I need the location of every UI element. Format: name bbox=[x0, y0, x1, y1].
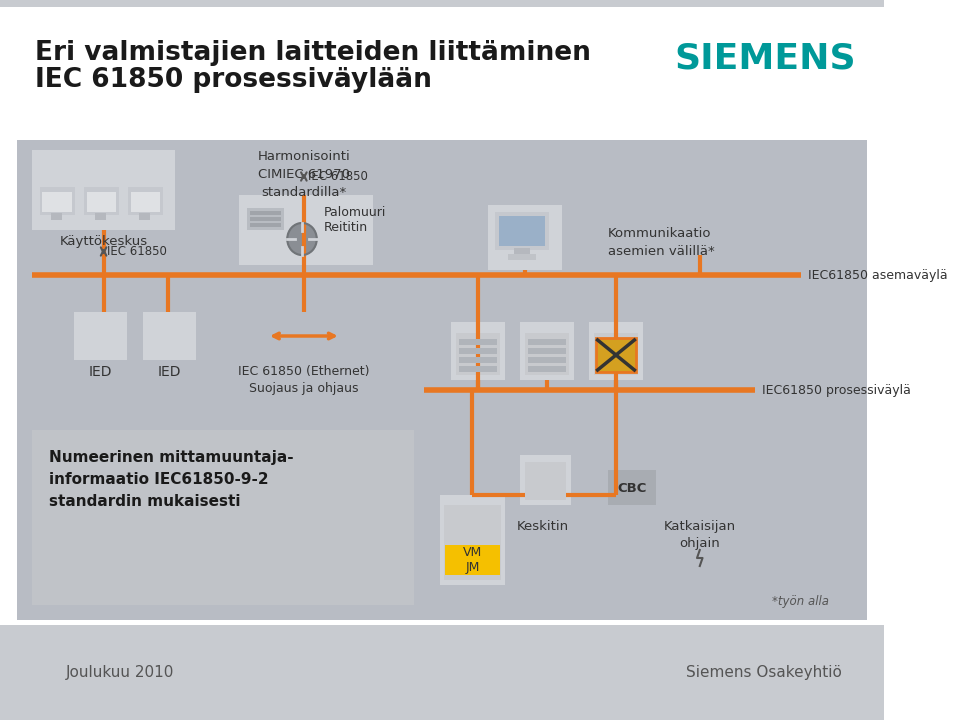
FancyBboxPatch shape bbox=[33, 430, 415, 605]
Text: Kommunikaatio
asemien välillä*: Kommunikaatio asemien välillä* bbox=[608, 227, 714, 258]
FancyBboxPatch shape bbox=[528, 366, 566, 372]
FancyBboxPatch shape bbox=[86, 192, 116, 212]
Text: IEC 61850 prosessiväylään: IEC 61850 prosessiväylään bbox=[35, 67, 432, 93]
Text: Harmonisointi
CIMIEC 61970
standardilla*: Harmonisointi CIMIEC 61970 standardilla* bbox=[257, 150, 350, 199]
FancyBboxPatch shape bbox=[499, 216, 545, 246]
FancyBboxPatch shape bbox=[95, 213, 106, 220]
Circle shape bbox=[287, 223, 317, 255]
FancyBboxPatch shape bbox=[525, 333, 569, 375]
FancyBboxPatch shape bbox=[250, 223, 281, 227]
FancyBboxPatch shape bbox=[596, 338, 636, 372]
FancyBboxPatch shape bbox=[39, 187, 75, 215]
FancyBboxPatch shape bbox=[247, 208, 283, 230]
FancyBboxPatch shape bbox=[608, 470, 656, 505]
FancyBboxPatch shape bbox=[528, 339, 566, 345]
Text: IED: IED bbox=[88, 365, 112, 379]
FancyBboxPatch shape bbox=[239, 195, 372, 265]
FancyBboxPatch shape bbox=[250, 217, 281, 221]
Text: IEC 61850: IEC 61850 bbox=[108, 245, 167, 258]
FancyBboxPatch shape bbox=[528, 357, 566, 363]
FancyBboxPatch shape bbox=[459, 348, 497, 354]
Text: Käyttökeskus: Käyttökeskus bbox=[60, 235, 148, 248]
Text: IEC61850 asemaväylä: IEC61850 asemaväylä bbox=[808, 269, 948, 282]
Text: Siemens Osakeyhtiö: Siemens Osakeyhtiö bbox=[686, 665, 842, 680]
FancyBboxPatch shape bbox=[525, 462, 566, 500]
FancyBboxPatch shape bbox=[33, 150, 175, 230]
Text: IEC 61850: IEC 61850 bbox=[307, 169, 368, 182]
FancyBboxPatch shape bbox=[51, 213, 61, 220]
Text: Reititin: Reititin bbox=[324, 220, 369, 233]
Text: VM
JM: VM JM bbox=[463, 546, 482, 574]
Text: *työn alla: *työn alla bbox=[772, 595, 828, 608]
FancyBboxPatch shape bbox=[514, 248, 530, 256]
FancyBboxPatch shape bbox=[84, 187, 119, 215]
FancyBboxPatch shape bbox=[520, 322, 574, 380]
FancyBboxPatch shape bbox=[0, 0, 884, 130]
FancyBboxPatch shape bbox=[444, 545, 500, 575]
FancyBboxPatch shape bbox=[250, 211, 281, 215]
Text: IEC 61850 (Ethernet)
Suojaus ja ohjaus: IEC 61850 (Ethernet) Suojaus ja ohjaus bbox=[238, 365, 370, 395]
Text: Numeerinen mittamuuntaja-
informaatio IEC61850-9-2
standardin mukaisesti: Numeerinen mittamuuntaja- informaatio IE… bbox=[49, 450, 294, 510]
FancyBboxPatch shape bbox=[0, 0, 884, 7]
FancyBboxPatch shape bbox=[451, 322, 505, 380]
Text: Katkaisijan
ohjain: Katkaisijan ohjain bbox=[663, 520, 735, 550]
FancyBboxPatch shape bbox=[508, 254, 536, 260]
FancyBboxPatch shape bbox=[459, 357, 497, 363]
FancyBboxPatch shape bbox=[459, 366, 497, 372]
Text: Joulukuu 2010: Joulukuu 2010 bbox=[65, 665, 174, 680]
FancyBboxPatch shape bbox=[495, 212, 549, 250]
FancyBboxPatch shape bbox=[74, 312, 127, 360]
FancyBboxPatch shape bbox=[444, 505, 501, 580]
FancyBboxPatch shape bbox=[440, 495, 505, 585]
FancyBboxPatch shape bbox=[459, 339, 497, 345]
FancyBboxPatch shape bbox=[42, 192, 72, 212]
Text: Keskitin: Keskitin bbox=[517, 520, 569, 533]
FancyBboxPatch shape bbox=[143, 312, 196, 360]
Text: IED: IED bbox=[157, 365, 181, 379]
FancyBboxPatch shape bbox=[128, 187, 163, 215]
FancyBboxPatch shape bbox=[16, 140, 867, 620]
Text: Palomuuri: Palomuuri bbox=[324, 205, 387, 218]
Text: CBC: CBC bbox=[617, 482, 646, 495]
FancyBboxPatch shape bbox=[594, 333, 638, 375]
Text: IEC61850 prosessiväylä: IEC61850 prosessiväylä bbox=[762, 384, 911, 397]
FancyBboxPatch shape bbox=[131, 192, 160, 212]
FancyBboxPatch shape bbox=[488, 205, 562, 270]
FancyBboxPatch shape bbox=[520, 455, 571, 505]
FancyBboxPatch shape bbox=[528, 348, 566, 354]
FancyBboxPatch shape bbox=[0, 625, 884, 720]
FancyBboxPatch shape bbox=[589, 322, 642, 380]
Text: SIEMENS: SIEMENS bbox=[675, 41, 856, 75]
Text: Eri valmistajien laitteiden liittäminen: Eri valmistajien laitteiden liittäminen bbox=[35, 40, 590, 66]
FancyBboxPatch shape bbox=[139, 213, 150, 220]
FancyBboxPatch shape bbox=[456, 333, 500, 375]
